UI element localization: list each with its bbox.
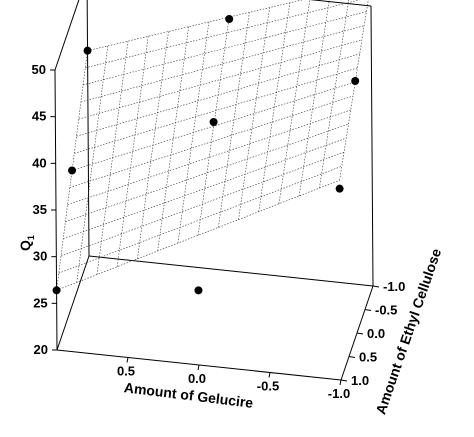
data-point (68, 166, 77, 175)
surface-gridline (65, 123, 349, 223)
data-point (335, 184, 344, 193)
box-edge-top (309, 0, 372, 7)
x-tick (339, 379, 342, 386)
surface-gridline (319, 0, 350, 189)
z-tick-label: 45 (32, 109, 46, 124)
surface-gridline (218, 12, 250, 228)
surface-gridline (60, 151, 345, 257)
surface-gridline (258, 2, 291, 212)
z-tick-label: 30 (33, 249, 47, 264)
x-tick-label: 0.0 (188, 371, 206, 386)
box-edge-floor-back (88, 255, 374, 287)
x-tick-label: 0.5 (117, 364, 135, 379)
surface-gridline (72, 81, 356, 171)
data-point (83, 46, 92, 55)
chart-box (54, 0, 374, 381)
data-point (194, 286, 203, 295)
z-tick-label: 35 (33, 202, 47, 217)
box-edge-floor-back (56, 255, 90, 351)
data-point (52, 286, 61, 295)
surface-gridline (83, 11, 367, 86)
surface-gridline (197, 17, 230, 236)
x-tick-label: -1.0 (328, 386, 350, 401)
x-tick (197, 364, 200, 371)
data-point (209, 118, 218, 126)
y-tick (348, 356, 356, 358)
surface-gridline (78, 39, 362, 120)
y-tick-label: -1.0 (383, 279, 405, 294)
y-tick (340, 379, 348, 382)
box-edge-back-vertical (86, 0, 90, 257)
z-tick-label: 25 (33, 295, 47, 310)
tick-labels: 20 25 30 35 40 45 50 0.5 0.0 -0.5 -1.0 -1.0 -0.5 0.0 0… (32, 62, 406, 401)
z-axis-label: Q1 (17, 235, 36, 251)
surface-gridline (298, 0, 330, 197)
surface-gridline (63, 137, 347, 240)
box-edge-top (54, 0, 80, 71)
y-tick-label: 1.0 (351, 373, 369, 388)
surface-gridline (76, 45, 109, 283)
box-edge-back-vertical (370, 5, 374, 287)
y-tick (372, 285, 380, 288)
surface-gridline (238, 7, 270, 220)
x-tick (126, 357, 129, 363)
y-tick-label: -0.5 (375, 303, 397, 318)
surface-gridline (80, 25, 365, 103)
surface-gridline (278, 0, 311, 204)
y-tick (356, 332, 364, 335)
z-tick-label: 50 (32, 62, 46, 77)
surface-gridline (74, 67, 358, 154)
x-tick-label: -0.5 (257, 379, 279, 394)
response-surface (56, 0, 369, 291)
surface-gridline (76, 53, 360, 137)
z-tick-label: 40 (32, 155, 46, 170)
z-tick-label: 20 (34, 342, 48, 357)
surface-gridline (85, 0, 361, 69)
data-point (225, 15, 234, 23)
y-tick-label: 0.0 (367, 326, 385, 341)
surface-gridline (87, 0, 303, 51)
surface-gridline (56, 180, 340, 291)
data-point (351, 77, 360, 85)
data-points (52, 15, 360, 295)
y-tick (364, 309, 372, 311)
y-tick-label: 0.5 (359, 350, 377, 365)
x-tick (268, 372, 271, 378)
